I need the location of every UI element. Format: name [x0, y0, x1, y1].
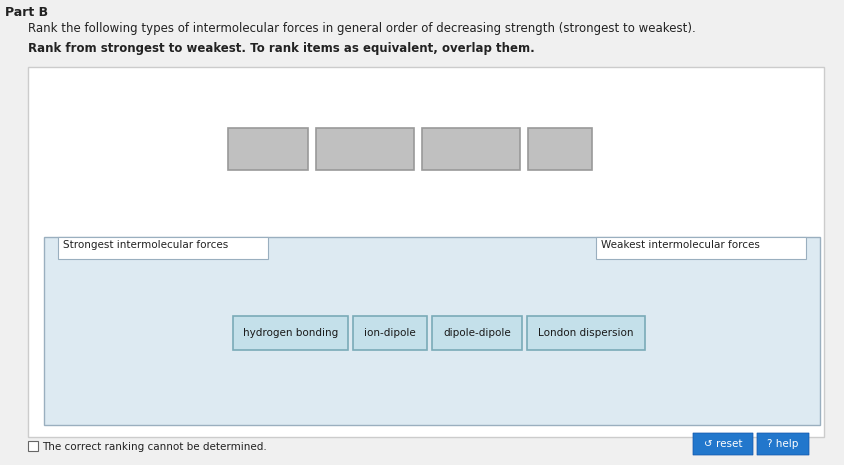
FancyBboxPatch shape — [527, 316, 645, 350]
Bar — [58, 237, 268, 259]
Text: London dispersion: London dispersion — [538, 328, 634, 338]
Text: Rank the following types of intermolecular forces in general order of decreasing: Rank the following types of intermolecul… — [28, 22, 695, 35]
Text: The correct ranking cannot be determined.: The correct ranking cannot be determined… — [42, 442, 267, 452]
Text: dipole-dipole: dipole-dipole — [443, 328, 511, 338]
FancyBboxPatch shape — [432, 316, 522, 350]
Text: Part B: Part B — [5, 6, 48, 19]
Text: hydrogen bonding: hydrogen bonding — [243, 328, 338, 338]
FancyBboxPatch shape — [228, 128, 308, 170]
Bar — [28, 441, 38, 451]
Text: Strongest intermolecular forces: Strongest intermolecular forces — [63, 240, 228, 250]
Bar — [28, 67, 824, 437]
FancyBboxPatch shape — [422, 128, 520, 170]
FancyBboxPatch shape — [353, 316, 427, 350]
Bar — [44, 237, 820, 425]
Text: ? help: ? help — [767, 439, 798, 449]
Text: Weakest intermolecular forces: Weakest intermolecular forces — [601, 240, 760, 250]
Text: Rank from strongest to weakest. To rank items as equivalent, overlap them.: Rank from strongest to weakest. To rank … — [28, 42, 535, 55]
FancyBboxPatch shape — [528, 128, 592, 170]
Text: ↺ reset: ↺ reset — [704, 439, 742, 449]
FancyBboxPatch shape — [693, 433, 753, 455]
Text: ion-dipole: ion-dipole — [364, 328, 416, 338]
Bar — [596, 237, 806, 259]
FancyBboxPatch shape — [316, 128, 414, 170]
FancyBboxPatch shape — [233, 316, 348, 350]
FancyBboxPatch shape — [757, 433, 809, 455]
